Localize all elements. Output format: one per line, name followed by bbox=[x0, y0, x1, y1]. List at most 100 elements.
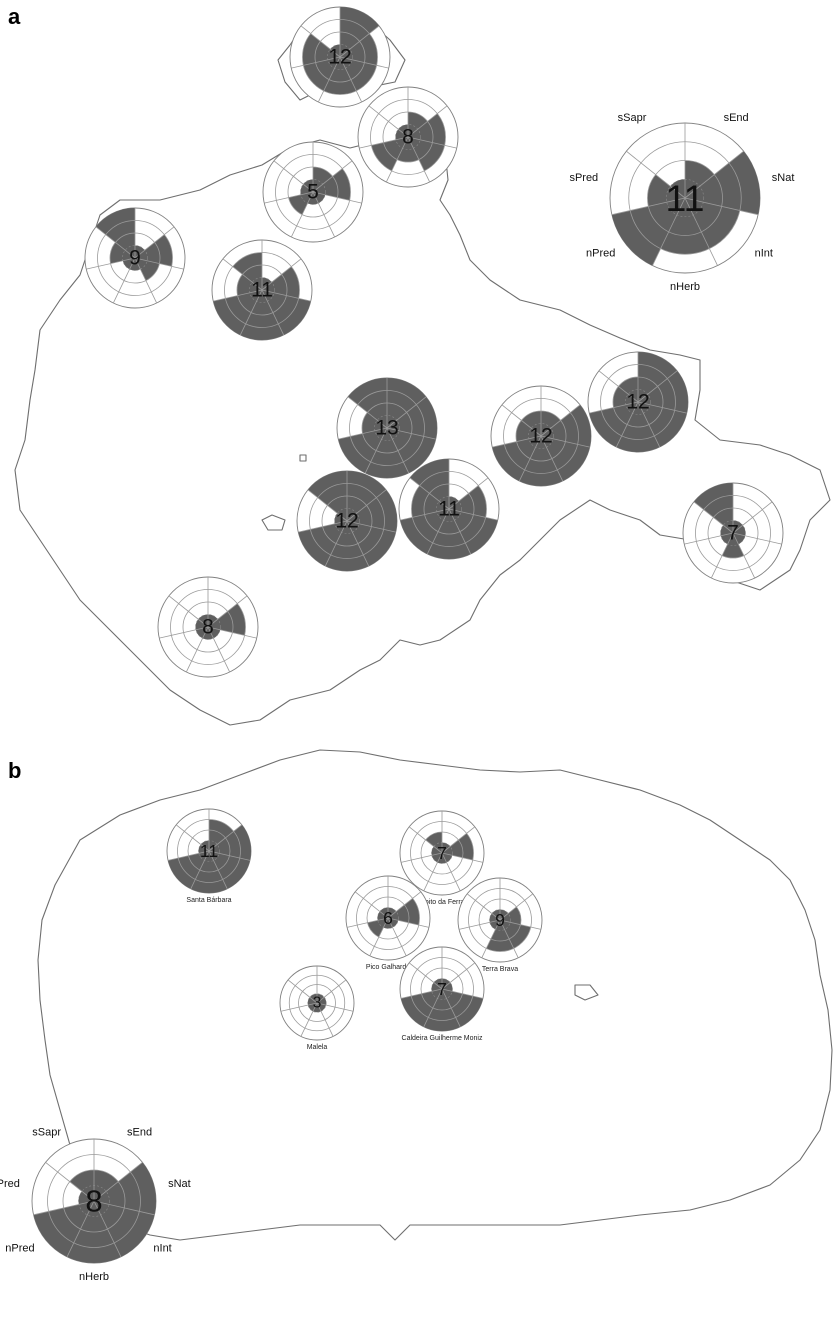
panel-a-site-glyph-spoke bbox=[312, 191, 362, 204]
panel-a-site-glyph-value: 5 bbox=[307, 181, 319, 204]
panel-a-site-glyph-wedge bbox=[213, 290, 262, 336]
panel-a-site-glyph-spoke bbox=[134, 257, 158, 304]
panel-b-site-glyph-wedge bbox=[491, 909, 500, 920]
panel-b-legend-glyph-spoke bbox=[33, 1200, 95, 1216]
panel-b-site-glyph-spoke bbox=[458, 919, 501, 930]
panel-a-site-glyph-wedge bbox=[395, 129, 408, 140]
panel-b-site-glyph-inner-ring bbox=[307, 993, 327, 1013]
panel-a-site-glyph-spoke bbox=[732, 532, 756, 579]
panel-b-site-glyph-site-name: Terra Brava bbox=[482, 966, 518, 973]
panel-b-site-glyph-spoke bbox=[499, 919, 519, 959]
panel-a-site-glyph-wedge bbox=[198, 614, 208, 627]
panel-a-site-glyph-inner-ring bbox=[720, 520, 746, 546]
panel-a-site-glyph-spoke bbox=[261, 258, 302, 291]
panel-b-site-glyph-spoke bbox=[280, 1002, 318, 1012]
panel-b-legend-glyph-wedge bbox=[78, 1191, 94, 1205]
panel-b-site-glyph-spoke bbox=[400, 852, 443, 863]
panel-a-site-glyph: 12 bbox=[490, 385, 592, 487]
panel-a-site-glyph-spoke bbox=[168, 595, 209, 628]
panel-a-site-glyph-wedge bbox=[618, 377, 638, 402]
panel-b-site-glyph-wedge bbox=[442, 982, 453, 992]
panel-b-site-glyph-spoke bbox=[441, 852, 484, 863]
panel-a-site-glyph-spoke bbox=[346, 520, 370, 567]
panel-a-site-glyph-spoke bbox=[261, 289, 285, 336]
panel-a-site-glyph-inner-ring bbox=[300, 179, 326, 205]
panel-a-site-glyph-spoke bbox=[386, 427, 436, 440]
panel-a-site-glyph-spoke bbox=[518, 435, 542, 482]
panel-b-site-glyph-spoke bbox=[441, 962, 476, 990]
panel-a-site-glyph-value: 9 bbox=[129, 247, 141, 270]
panel-b-site-glyph-site-name: Pico Galhardo bbox=[366, 964, 410, 971]
panel-a-site-glyph: 9 bbox=[84, 207, 186, 309]
panel-a-site-glyph-value: 8 bbox=[402, 126, 414, 149]
panel-a-site-glyph-wedge bbox=[362, 412, 387, 434]
panel-b-site-glyph-wedge bbox=[442, 842, 451, 853]
panel-a-site-glyph-wedge bbox=[449, 509, 498, 555]
panel-b-legend-glyph-value: 8 bbox=[85, 1184, 102, 1219]
panel-a-site-glyph-wedge bbox=[733, 525, 746, 536]
panel-b-site-glyph-wedge bbox=[431, 982, 442, 992]
panel-a-site-glyph-spoke bbox=[409, 477, 450, 510]
panel-a-site-glyph-wedge bbox=[638, 352, 678, 402]
panel-b-site-glyph-spoke bbox=[208, 824, 243, 852]
panel-a-legend-glyph-spoke bbox=[684, 197, 718, 266]
panel-b-site-glyph-wedge bbox=[383, 918, 393, 929]
panel-a-site-glyph-inner-ring bbox=[436, 496, 462, 522]
panel-a-site-glyph-value: 12 bbox=[626, 391, 649, 414]
panel-a-site-glyph: 12 bbox=[587, 351, 689, 453]
panel-a-site-glyph-spoke bbox=[637, 401, 687, 414]
panel-a-site-glyph: 7 bbox=[682, 482, 784, 584]
panel-b-site-glyph-value: 9 bbox=[495, 910, 505, 930]
panel-a-legend-glyph-spoke bbox=[626, 150, 686, 199]
panel-a-site-glyph-wedge bbox=[262, 277, 272, 290]
panel-a-site-glyph: 8 bbox=[357, 86, 459, 188]
panel-b-legend-glyph-axis-label-spred: sPred bbox=[0, 1178, 20, 1190]
panel-b-site-glyph-wedge bbox=[401, 989, 442, 1027]
panel-b-site-glyph-wedge bbox=[442, 853, 453, 863]
panel-b-site-glyph-spoke bbox=[408, 826, 443, 854]
panel-b-site-glyph-wedge bbox=[433, 978, 442, 989]
panel-a-site-glyph-wedge bbox=[521, 411, 541, 436]
panel-a-site-glyph-wedge bbox=[298, 521, 347, 567]
panel-b-site-glyph-site-name: Santa Bárbara bbox=[186, 897, 231, 904]
panel-b-legend-glyph-axis-label-npred: nPred bbox=[5, 1242, 34, 1254]
panel-b-site-glyph-value: 7 bbox=[437, 979, 447, 999]
panel-a-site-glyph-wedge bbox=[340, 33, 378, 66]
panel-b-legend-glyph-axis-label-send: sEnd bbox=[127, 1127, 152, 1139]
panel-b-site-glyph: 9 Terra Brava bbox=[457, 877, 543, 973]
panel-b-site-glyph-wedge bbox=[431, 846, 442, 856]
panel-b-legend-glyph-spoke bbox=[93, 1200, 155, 1216]
panel-a-site-glyph-spoke bbox=[338, 427, 388, 440]
panel-b-site-glyph-wedge bbox=[388, 918, 399, 928]
panel-a-site-glyph-wedge bbox=[300, 184, 313, 195]
panel-b-site-glyph-site-name: Malela bbox=[307, 1044, 328, 1051]
panel-b-site-glyph-site-name: Caldeira Guilherme Moniz bbox=[402, 1035, 483, 1042]
panel-a-site-glyph-spoke bbox=[134, 226, 175, 259]
panel-b-site-glyph-wedge bbox=[317, 997, 327, 1006]
panel-a-site-glyph-inner-ring bbox=[625, 389, 651, 415]
panel-b-site-glyph: 3 Malela bbox=[279, 965, 355, 1051]
panel-a-site-glyph-wedge bbox=[110, 242, 135, 264]
panel-b-legend-glyph-spoke bbox=[93, 1162, 143, 1202]
panel-a-site-glyph-wedge bbox=[262, 266, 300, 299]
panel-a-legend-glyph-spoke bbox=[611, 197, 686, 216]
panel-a-legend-glyph-wedge bbox=[685, 160, 715, 198]
panel-a-site-glyph-wedge bbox=[516, 420, 541, 442]
panel-a-site-glyph-wedge bbox=[408, 113, 446, 146]
panel-a-site-glyph-spoke bbox=[368, 105, 409, 138]
panel-a-site-glyph-wedge bbox=[347, 521, 396, 567]
panel-b-site-glyph-spoke bbox=[423, 988, 443, 1028]
panel-a-site-glyph-spoke bbox=[501, 404, 542, 437]
panel-b-legend-glyph-spoke bbox=[45, 1162, 95, 1202]
panel-b-legend-glyph-spoke bbox=[66, 1200, 95, 1258]
panel-b-site-glyph-spoke bbox=[167, 850, 210, 861]
panel-b-site-glyph: 7 Caldeira Guilherme Moniz bbox=[399, 946, 485, 1042]
panel-a-site-glyph-spoke bbox=[346, 489, 387, 522]
panel-a-site-glyph-spoke bbox=[385, 136, 409, 183]
panel-b-site-glyph: 11 Santa Bárbara bbox=[166, 808, 252, 904]
panel-a-site-glyph-wedge bbox=[208, 614, 218, 627]
panel-b-site-glyph-spoke bbox=[300, 1002, 318, 1037]
panel-a-site-glyph-wedge bbox=[135, 245, 145, 258]
panel-b-site-glyph-spoke bbox=[346, 917, 389, 928]
panel-a-site-glyph-spoke bbox=[347, 396, 388, 429]
